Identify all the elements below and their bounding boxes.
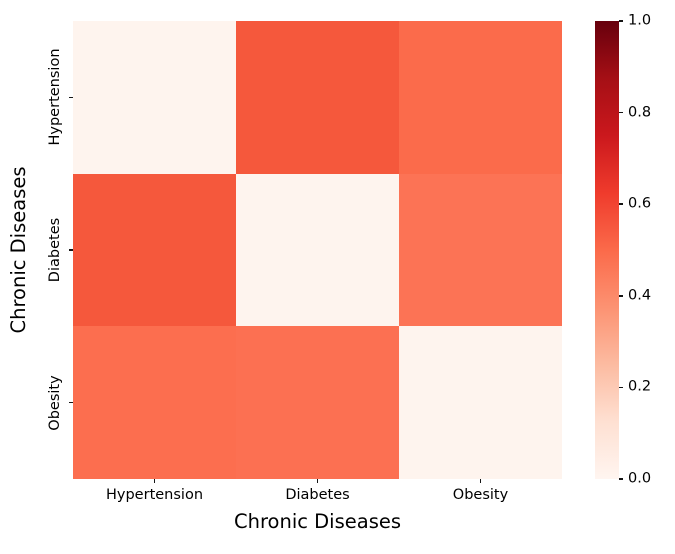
y-tick-mark — [69, 249, 73, 251]
y-tick-label-diabetes: Diabetes — [47, 217, 63, 283]
colorbar — [595, 21, 619, 479]
heatmap — [73, 21, 562, 479]
colorbar-tick-label-0.8: 0.8 — [628, 104, 652, 121]
colorbar-tick-label-0.0: 0.0 — [628, 470, 652, 487]
y-tick-label-obesity: Obesity — [47, 374, 63, 431]
x-tick-label-hypertension: Hypertension — [105, 487, 204, 503]
heatmap-cell-1-0 — [73, 173, 236, 327]
colorbar-tick-mark — [619, 20, 623, 22]
heatmap-cell-0-1 — [236, 21, 399, 174]
x-tick-mark — [153, 479, 156, 483]
colorbar-tick-label-0.2: 0.2 — [628, 379, 652, 396]
x-tick-label-obesity: Obesity — [452, 487, 509, 503]
heatmap-cell-1-1 — [236, 173, 399, 327]
heatmap-cell-0-2 — [399, 21, 562, 174]
heatmap-cell-2-2 — [399, 326, 562, 479]
colorbar-tick-mark — [619, 111, 623, 114]
colorbar-tick-label-1.0: 1.0 — [628, 12, 652, 29]
y-axis-label: Chronic Diseases — [7, 166, 30, 334]
y-tick-label-hypertension: Hypertension — [47, 48, 63, 146]
colorbar-tick-mark — [619, 478, 623, 480]
heatmap-cell-1-2 — [399, 173, 562, 327]
x-tick-label-diabetes: Diabetes — [285, 487, 350, 503]
colorbar-tick-mark — [619, 295, 623, 297]
colorbar-tick-mark — [619, 203, 623, 205]
x-axis-label: Chronic Diseases — [233, 510, 402, 533]
y-tick-mark — [69, 96, 73, 99]
colorbar-tick-label-0.4: 0.4 — [628, 287, 652, 304]
heatmap-cell-0-0 — [73, 21, 236, 174]
colorbar-tick-mark — [619, 386, 623, 389]
y-tick-mark — [69, 401, 73, 404]
heatmap-cell-2-1 — [236, 326, 399, 479]
heatmap-cell-2-0 — [73, 326, 236, 479]
x-tick-mark — [479, 479, 482, 483]
colorbar-tick-label-0.6: 0.6 — [628, 195, 652, 212]
x-tick-mark — [316, 479, 319, 483]
